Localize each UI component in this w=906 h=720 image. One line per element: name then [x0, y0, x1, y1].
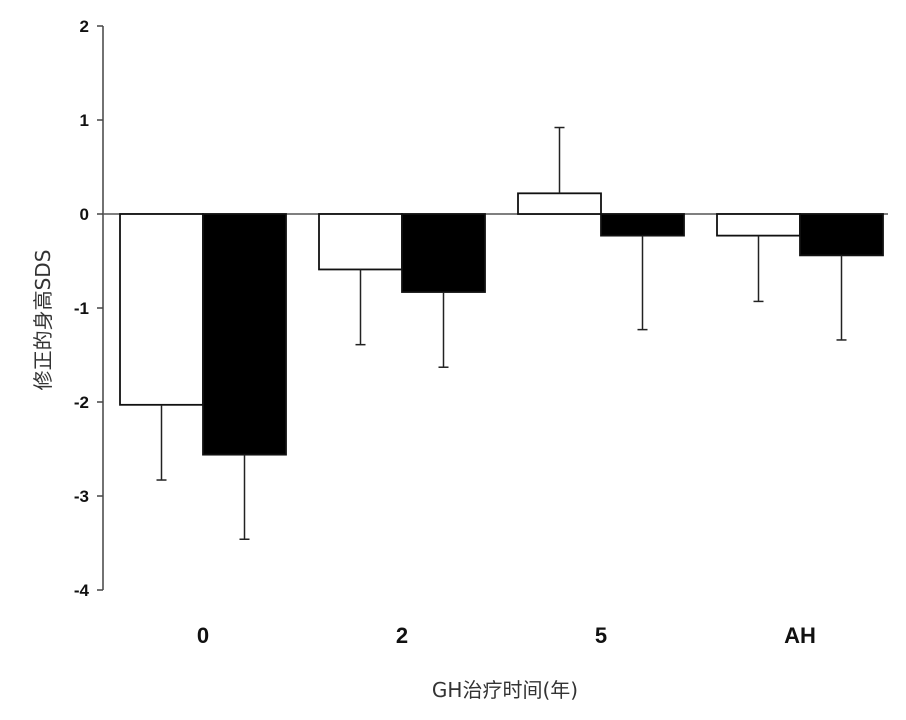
bar-AH-series-2	[799, 213, 884, 257]
bar-2-series-1	[318, 213, 403, 271]
x-category-labels: 0 2 5 AH	[197, 623, 816, 648]
bar-5-series-1	[517, 192, 602, 215]
x-category-label: 2	[396, 623, 408, 648]
bar-0-series-1	[119, 213, 204, 406]
x-axis-title: GH治疗时间(年)	[432, 678, 578, 702]
error-bars	[156, 126, 847, 540]
bar-2-series-2	[401, 213, 486, 293]
y-axis-title: 修正的身高SDS	[31, 250, 55, 391]
y-axis: 2 1 0 -1 -2 -3 -4	[74, 17, 104, 600]
bars	[119, 192, 884, 456]
y-tick-label: 1	[80, 111, 89, 130]
bar-5-series-2	[600, 213, 685, 237]
x-category-label: 0	[197, 623, 209, 648]
y-tick-label: -3	[74, 487, 89, 506]
y-tick-label: -4	[74, 581, 90, 600]
bar-AH-series-1	[716, 213, 801, 237]
y-tick-label: 2	[80, 17, 89, 36]
y-tick-label: -1	[74, 299, 89, 318]
y-tick-label: -2	[74, 393, 89, 412]
x-category-label: AH	[784, 623, 816, 648]
y-tick-label: 0	[80, 205, 89, 224]
bar-0-series-2	[202, 213, 287, 456]
x-category-label: 5	[595, 623, 607, 648]
